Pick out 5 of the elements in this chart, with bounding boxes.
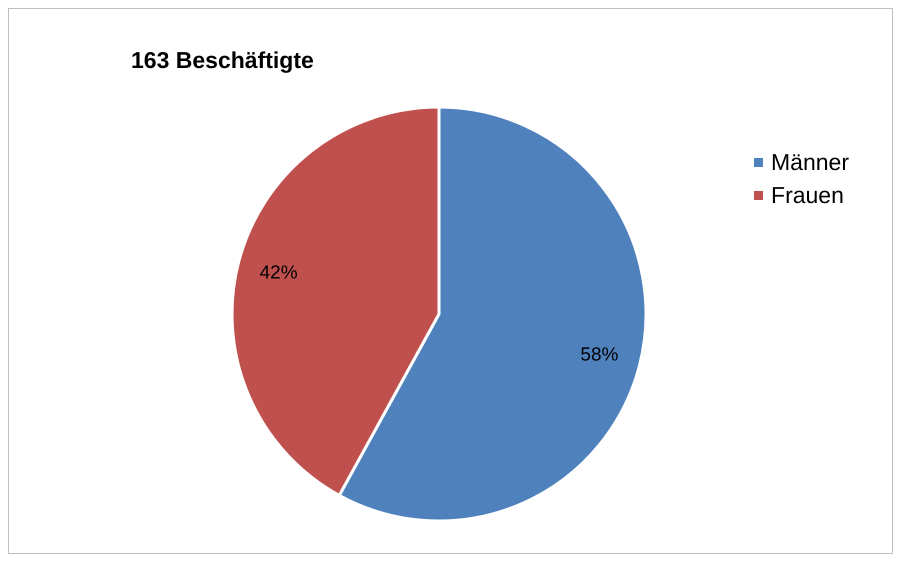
legend-label: Frauen [771, 182, 844, 209]
data-label: 42% [260, 262, 298, 284]
legend-label: Männer [771, 149, 849, 176]
data-label: 58% [580, 344, 619, 366]
chart-title: 163 Beschäftigte [131, 47, 314, 74]
